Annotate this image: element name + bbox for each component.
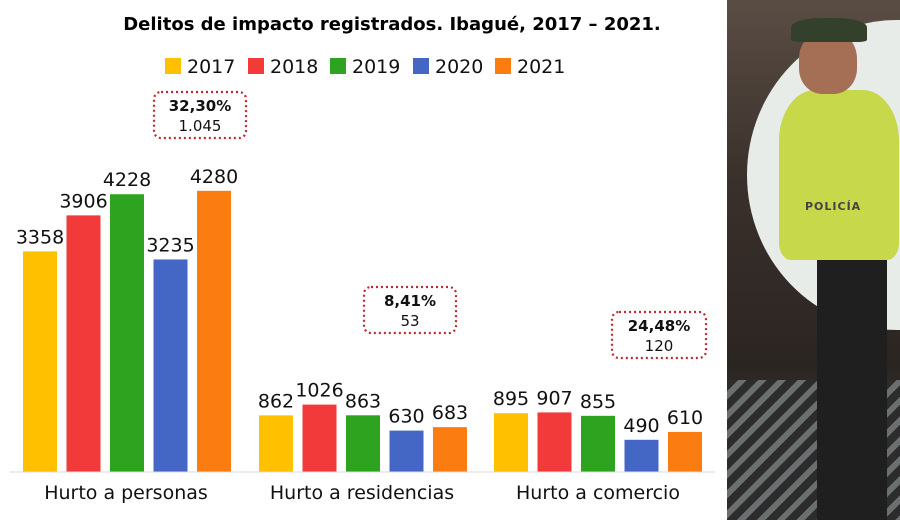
bar-2018-0 bbox=[66, 215, 101, 472]
photo-officer-legs bbox=[817, 255, 887, 520]
legend-label: 2018 bbox=[270, 56, 318, 78]
bars bbox=[23, 190, 702, 472]
annotation-value: 53 bbox=[400, 312, 419, 330]
bar-2021-0 bbox=[197, 190, 231, 472]
value-label: 630 bbox=[388, 406, 424, 428]
legend-item-2017: 2017 bbox=[165, 56, 235, 78]
bar-2017-0 bbox=[23, 251, 57, 472]
bar-2018-1 bbox=[302, 404, 337, 472]
bar-2021-2 bbox=[668, 431, 702, 472]
value-label: 907 bbox=[536, 387, 572, 409]
value-label: 895 bbox=[493, 388, 529, 410]
legend-item-2021: 2021 bbox=[495, 56, 565, 78]
value-label: 3358 bbox=[16, 226, 64, 248]
value-label: 3906 bbox=[59, 190, 107, 212]
annotation-percent: 8,41% bbox=[384, 292, 436, 310]
category-label: Hurto a personas bbox=[44, 482, 208, 504]
legend: 2017 2018 2019 2020 2021 bbox=[165, 56, 565, 78]
category-label: Hurto a comercio bbox=[516, 482, 680, 504]
photo-officer-vest bbox=[779, 90, 899, 260]
legend-label: 2020 bbox=[435, 56, 483, 78]
legend-swatch bbox=[413, 58, 429, 74]
bar-chart: Delitos de impacto registrados. Ibagué, … bbox=[10, 14, 715, 504]
value-label: 490 bbox=[623, 415, 659, 437]
bar-2020-1 bbox=[389, 430, 424, 472]
bar-2019-2 bbox=[581, 415, 615, 472]
value-label: 863 bbox=[345, 390, 381, 412]
police-officer-photo: POLICÍA bbox=[727, 0, 900, 520]
bar-2020-0 bbox=[153, 259, 188, 472]
annotation-border bbox=[610, 310, 708, 360]
annotation-box: 32,30% 1.045 bbox=[152, 90, 248, 140]
annotation-border bbox=[362, 285, 458, 335]
legend-swatch bbox=[165, 58, 181, 74]
value-label: 3235 bbox=[146, 234, 194, 256]
annotation-box: 24,48% 120 bbox=[610, 310, 708, 360]
legend-swatch bbox=[248, 58, 264, 74]
legend-label: 2017 bbox=[187, 56, 235, 78]
bar-2017-1 bbox=[259, 415, 293, 472]
annotation-value: 1.045 bbox=[179, 117, 222, 135]
category-labels: Hurto a personas Hurto a residencias Hurto… bbox=[44, 482, 680, 504]
annotation-value: 120 bbox=[645, 337, 674, 355]
bar-2020-2 bbox=[624, 439, 659, 472]
category-label: Hurto a residencias bbox=[270, 482, 454, 504]
legend-swatch bbox=[495, 58, 511, 74]
photo-officer-cap bbox=[791, 18, 867, 42]
legend-item-2020: 2020 bbox=[413, 56, 483, 78]
bar-2017-2 bbox=[494, 413, 528, 472]
legend-label: 2021 bbox=[517, 56, 565, 78]
legend-swatch bbox=[330, 58, 346, 74]
value-label: 4280 bbox=[190, 166, 238, 188]
legend-item-2019: 2019 bbox=[330, 56, 400, 78]
bar-2019-0 bbox=[110, 194, 144, 472]
photo-vest-label: POLICÍA bbox=[805, 200, 862, 213]
value-label: 683 bbox=[432, 402, 468, 424]
legend-label: 2019 bbox=[352, 56, 400, 78]
legend-item-2018: 2018 bbox=[248, 56, 318, 78]
annotation-box: 8,41% 53 bbox=[362, 285, 458, 335]
value-label: 1026 bbox=[295, 380, 343, 402]
value-label: 4228 bbox=[103, 169, 151, 191]
value-label: 855 bbox=[580, 391, 616, 413]
chart-title: Delitos de impacto registrados. Ibagué, … bbox=[123, 14, 661, 35]
value-label: 610 bbox=[667, 407, 703, 429]
annotation-percent: 24,48% bbox=[628, 317, 690, 335]
bar-2019-1 bbox=[346, 415, 380, 472]
annotations: 32,30% 1.045 8,41% 53 24,48% 120 bbox=[152, 90, 708, 360]
bar-2018-2 bbox=[537, 412, 572, 472]
annotation-border bbox=[152, 90, 248, 140]
bar-2021-1 bbox=[433, 427, 467, 472]
annotation-percent: 32,30% bbox=[169, 97, 231, 115]
value-label: 862 bbox=[258, 390, 294, 412]
